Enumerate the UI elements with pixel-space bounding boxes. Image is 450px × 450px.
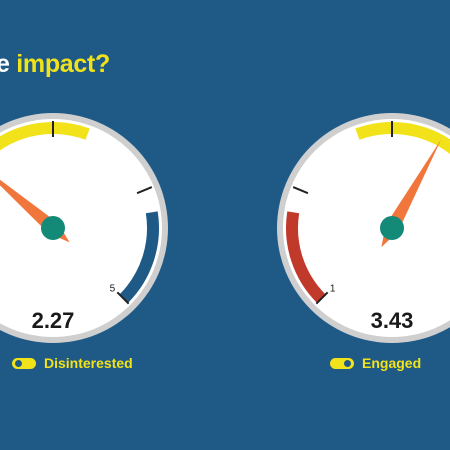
legend-label: Engaged <box>362 355 422 371</box>
toggle-icon[interactable] <box>330 357 354 369</box>
page-title: e impact? <box>0 50 110 79</box>
tick-label: 1 <box>330 283 336 294</box>
legend-disinterested[interactable]: Disinterested <box>12 355 133 371</box>
title-highlight: impact? <box>16 50 110 78</box>
legend-label: Disinterested <box>44 355 133 371</box>
gauge-band <box>119 211 159 303</box>
title-prefix: e <box>0 50 10 78</box>
legend-engaged[interactable]: Engaged <box>330 355 421 371</box>
gauge-tick <box>116 291 130 305</box>
gauge-value: 3.43 <box>371 308 414 333</box>
tick-label: 5 <box>110 283 116 294</box>
gauge-tick <box>315 291 329 305</box>
gauge-tick <box>292 186 309 195</box>
gauge-face <box>0 119 162 337</box>
gauge-hub <box>380 216 404 240</box>
gauge-engaged: 13.43 <box>277 113 450 343</box>
gauge-hub <box>41 216 65 240</box>
gauge-face <box>283 119 450 337</box>
gauge-band <box>355 122 450 155</box>
gauge-tick <box>136 186 153 195</box>
gauge-band <box>0 122 90 151</box>
toggle-icon[interactable] <box>12 357 36 369</box>
gauge-disinterested: 52.27 <box>0 113 168 343</box>
gauge-value: 2.27 <box>32 308 75 333</box>
gauge-band <box>286 211 326 303</box>
